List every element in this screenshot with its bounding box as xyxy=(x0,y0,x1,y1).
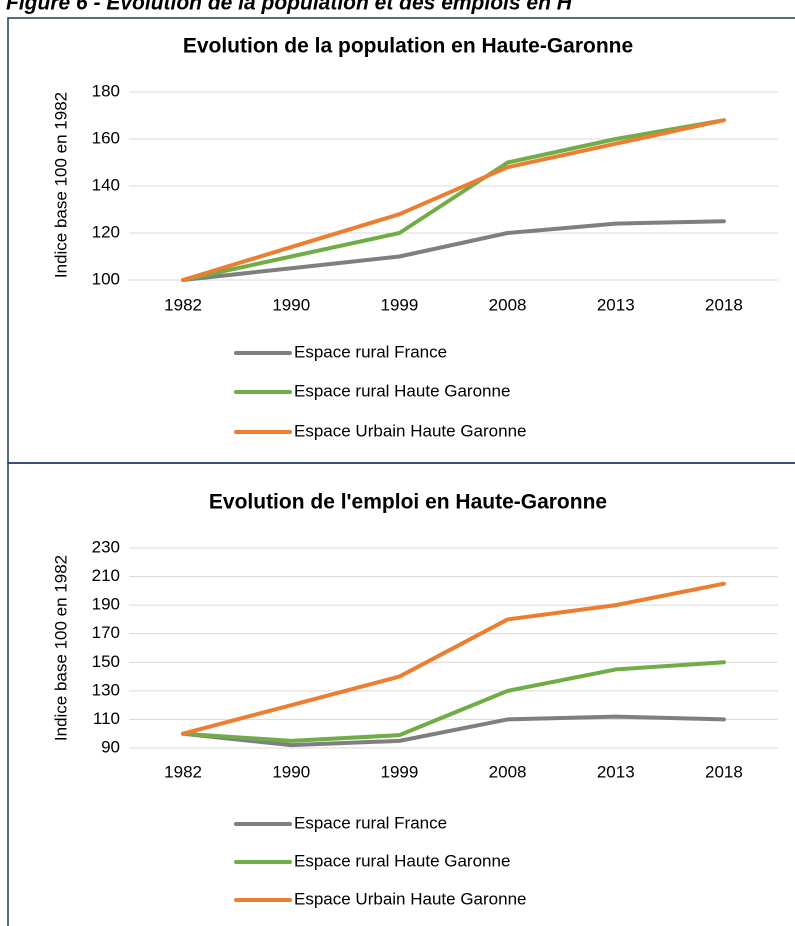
legend-label: Espace rural Haute Garonne xyxy=(294,851,510,870)
y-axis-label: Indice base 100 en 1982 xyxy=(51,92,70,278)
x-tick-label: 2013 xyxy=(597,295,635,314)
y-tick-label: 180 xyxy=(92,81,120,100)
x-tick-label: 1982 xyxy=(164,762,202,781)
y-tick-label: 190 xyxy=(92,595,120,614)
chart-title: Evolution de l'emploi en Haute-Garonne xyxy=(209,491,607,514)
x-tick-label: 1982 xyxy=(164,295,202,314)
x-tick-label: 2018 xyxy=(705,295,743,314)
y-tick-label: 90 xyxy=(101,737,120,756)
x-tick-label: 1999 xyxy=(381,762,419,781)
series-line xyxy=(181,219,726,282)
legend-label: Espace rural France xyxy=(294,342,447,361)
y-tick-label: 100 xyxy=(92,269,120,288)
series-line xyxy=(181,118,726,282)
x-tick-label: 2008 xyxy=(489,762,527,781)
legend-label: Espace rural France xyxy=(294,813,447,832)
legend-label: Espace Urbain Haute Garonne xyxy=(294,421,526,440)
y-tick-label: 150 xyxy=(92,652,120,671)
y-tick-label: 170 xyxy=(92,623,120,642)
series-line xyxy=(181,714,726,748)
chart-title: Evolution de la population en Haute-Garo… xyxy=(183,35,633,58)
y-tick-label: 120 xyxy=(92,222,120,241)
chart-frame xyxy=(7,462,795,926)
x-tick-label: 2008 xyxy=(489,295,527,314)
series-line xyxy=(181,581,726,736)
series-line xyxy=(181,660,726,743)
legend-label: Espace Urbain Haute Garonne xyxy=(294,889,526,908)
y-tick-label: 230 xyxy=(92,537,120,556)
y-tick-label: 160 xyxy=(92,128,120,147)
series-line xyxy=(181,118,726,282)
y-tick-label: 140 xyxy=(92,175,120,194)
x-tick-label: 2013 xyxy=(597,762,635,781)
x-tick-label: 1990 xyxy=(272,295,310,314)
y-tick-label: 110 xyxy=(93,709,120,728)
x-tick-label: 1999 xyxy=(381,295,419,314)
y-tick-label: 210 xyxy=(92,566,120,585)
legend-label: Espace rural Haute Garonne xyxy=(294,381,510,400)
y-axis-label: Indice base 100 en 1982 xyxy=(51,555,70,741)
x-tick-label: 2018 xyxy=(705,762,743,781)
x-tick-label: 1990 xyxy=(272,762,310,781)
y-tick-label: 130 xyxy=(92,680,120,699)
figure-heading: Figure 6 - Evolution de la population et… xyxy=(6,0,573,15)
